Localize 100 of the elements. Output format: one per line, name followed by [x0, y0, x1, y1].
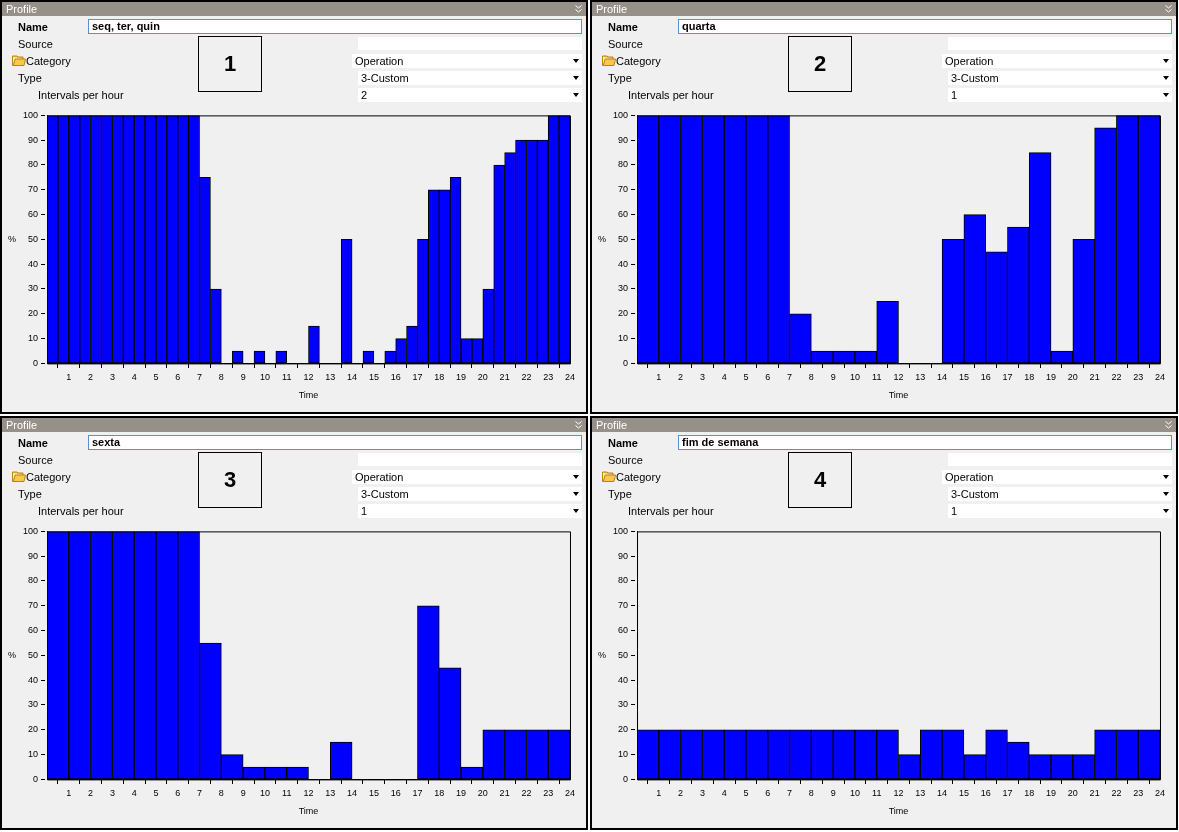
y-tick-label: 80 [618, 159, 629, 170]
x-tick-label: 11 [872, 372, 882, 383]
x-tick-label: 17 [1002, 788, 1013, 799]
text: Operation [355, 54, 405, 67]
x-tick-label: 19 [456, 372, 467, 383]
text: Source [607, 37, 644, 50]
x-tick-label: 7 [197, 788, 203, 799]
x-axis-title: Time [298, 806, 319, 817]
x-tick-label: 2 [88, 372, 94, 383]
x-tick-label: 16 [980, 788, 991, 799]
text: Name [607, 20, 639, 33]
x-tick-label: 2 [678, 372, 684, 383]
text: Profile [596, 419, 629, 431]
x-tick-label: 3 [699, 372, 705, 383]
text: Type [18, 487, 42, 500]
x-tick-label: 9 [240, 788, 246, 799]
x-tick-label: 18 [1024, 788, 1035, 799]
y-tick-label: 20 [28, 308, 39, 319]
text: Type [18, 71, 42, 84]
y-axis-title: % [598, 233, 607, 244]
text: 2 [361, 88, 369, 101]
text: 3-Custom [951, 487, 1000, 500]
y-tick-label: 40 [28, 258, 39, 269]
text: Category [616, 470, 661, 483]
y-tick-label: 40 [618, 258, 629, 269]
text: Profile [6, 419, 39, 431]
text: Intervals per hour [627, 504, 715, 517]
y-tick-label: 100 [22, 109, 39, 120]
text: 1 [198, 36, 262, 92]
x-tick-label: 16 [390, 788, 401, 799]
y-tick-label: 0 [623, 357, 629, 368]
y-tick-label: 80 [28, 575, 39, 586]
y-tick-label: 0 [33, 357, 39, 368]
y-tick-label: 100 [22, 525, 39, 536]
x-tick-label: 1 [656, 372, 662, 383]
y-tick-label: 0 [623, 773, 629, 784]
x-tick-label: 14 [937, 372, 948, 383]
x-tick-label: 2 [678, 788, 684, 799]
y-tick-label: 60 [618, 625, 629, 636]
x-tick-label: 23 [543, 788, 554, 799]
y-tick-label: 90 [28, 550, 39, 561]
y-tick-label: 60 [618, 209, 629, 220]
text: Type [608, 487, 632, 500]
x-tick-label: 2 [88, 788, 94, 799]
y-tick-label: 60 [28, 209, 39, 220]
x-tick-label: 5 [743, 788, 749, 799]
x-tick-label: 5 [743, 372, 749, 383]
x-tick-label: 16 [980, 372, 991, 383]
x-tick-label: 19 [456, 788, 467, 799]
x-tick-label: 12 [303, 788, 314, 799]
x-tick-label: 1 [66, 788, 72, 799]
x-tick-label: 19 [1046, 788, 1057, 799]
y-tick-label: 10 [618, 333, 629, 344]
x-tick-label: 10 [259, 372, 270, 383]
text: Type [608, 71, 632, 84]
x-tick-label: 24 [1154, 788, 1165, 799]
text: Profile [596, 3, 629, 15]
x-tick-label: 4 [131, 788, 137, 799]
x-tick-label: 23 [543, 372, 554, 383]
y-tick-label: 50 [618, 649, 629, 660]
text: 1 [951, 504, 959, 517]
x-tick-label: 23 [1133, 372, 1144, 383]
x-tick-label: 21 [1089, 788, 1100, 799]
y-tick-label: 50 [28, 649, 39, 660]
y-tick-label: 20 [618, 724, 629, 735]
x-tick-label: 4 [131, 372, 137, 383]
x-tick-label: 10 [849, 788, 860, 799]
y-tick-label: 30 [28, 283, 39, 294]
x-tick-label: 20 [1067, 372, 1078, 383]
x-tick-label: 15 [368, 372, 379, 383]
text: 1 [361, 504, 369, 517]
y-axis-title: % [8, 233, 17, 244]
x-tick-label: 15 [368, 788, 379, 799]
x-tick-label: 15 [958, 788, 969, 799]
text: Name [17, 436, 49, 449]
text: Profile [6, 3, 39, 15]
text: Intervals per hour [37, 504, 125, 517]
y-tick-label: 10 [28, 333, 39, 344]
y-tick-label: 80 [28, 159, 39, 170]
x-tick-label: 10 [259, 788, 270, 799]
x-tick-label: 18 [1024, 372, 1035, 383]
x-tick-label: 1 [656, 788, 662, 799]
x-tick-label: 11 [872, 788, 882, 799]
x-tick-label: 13 [915, 788, 926, 799]
y-tick-label: 20 [28, 724, 39, 735]
x-tick-label: 8 [218, 788, 224, 799]
x-tick-label: 12 [893, 372, 904, 383]
x-tick-label: 6 [765, 372, 771, 383]
x-tick-label: 4 [721, 788, 727, 799]
x-tick-label: 4 [721, 372, 727, 383]
y-tick-label: 40 [618, 674, 629, 685]
x-tick-label: 22 [521, 788, 532, 799]
x-axis-title: Time [888, 390, 909, 401]
x-tick-label: 14 [347, 788, 358, 799]
x-tick-label: 20 [1067, 788, 1078, 799]
x-tick-label: 13 [325, 372, 336, 383]
text: 1 [951, 88, 959, 101]
text: 4 [788, 452, 852, 508]
y-tick-label: 90 [618, 134, 629, 145]
y-tick-label: 60 [28, 625, 39, 636]
